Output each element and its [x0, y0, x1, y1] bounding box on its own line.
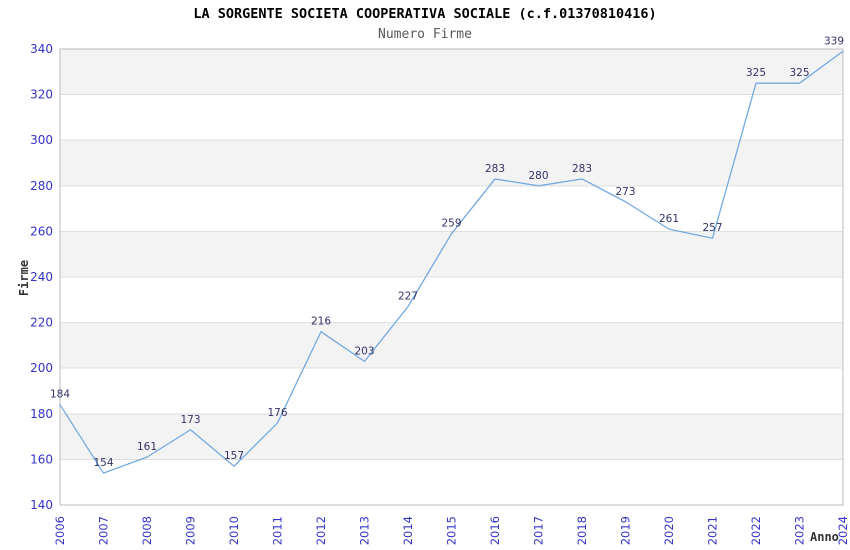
y-tick-label: 260 — [30, 224, 53, 238]
y-tick-label: 240 — [30, 270, 53, 284]
data-label: 280 — [528, 170, 548, 182]
background-band — [60, 322, 843, 369]
data-label: 216 — [311, 316, 331, 328]
data-label: 283 — [572, 163, 592, 175]
data-label: 227 — [398, 291, 418, 303]
x-tick-label: 2010 — [227, 516, 241, 545]
chart-title: LA SORGENTE SOCIETA COOPERATIVA SOCIALE … — [193, 6, 657, 22]
x-tick-label: 2017 — [532, 516, 546, 545]
data-label: 203 — [354, 345, 374, 357]
data-label: 259 — [441, 218, 461, 230]
y-tick-label: 140 — [30, 498, 53, 512]
data-label: 257 — [702, 222, 722, 234]
x-tick-label: 2016 — [488, 516, 502, 545]
background-band — [60, 413, 843, 460]
x-tick-label: 2011 — [271, 516, 285, 545]
y-tick-label: 300 — [30, 133, 53, 147]
y-tick-label: 220 — [30, 316, 53, 330]
x-tick-label: 2012 — [314, 516, 328, 545]
x-tick-label: 2007 — [97, 516, 111, 545]
background-band — [60, 140, 843, 186]
data-label: 176 — [267, 407, 287, 419]
data-label: 157 — [224, 450, 244, 462]
series-line — [59, 50, 844, 474]
x-tick-label: 2023 — [793, 516, 807, 545]
data-label: 184 — [50, 389, 70, 401]
plot-border — [59, 48, 844, 506]
x-tick-label: 2014 — [401, 516, 415, 545]
data-label: 325 — [789, 67, 809, 79]
x-tick-label: 2008 — [140, 516, 154, 545]
data-label: 325 — [746, 67, 766, 79]
x-tick-label: 2013 — [358, 516, 372, 545]
background-band — [60, 49, 843, 95]
data-label: 173 — [180, 414, 200, 426]
x-tick-label: 2019 — [619, 516, 633, 545]
y-tick-label: 320 — [30, 88, 53, 102]
data-label: 273 — [615, 186, 635, 198]
y-tick-label: 280 — [30, 179, 53, 193]
data-label: 161 — [137, 441, 157, 453]
x-tick-label: 2021 — [706, 516, 720, 545]
x-tick-label: 2006 — [53, 516, 67, 545]
y-tick-label: 340 — [30, 42, 53, 56]
y-tick-label: 160 — [30, 452, 53, 466]
y-tick-label: 180 — [30, 407, 53, 421]
background-band — [60, 231, 843, 277]
x-tick-label: 2022 — [749, 516, 763, 545]
data-label: 283 — [485, 163, 505, 175]
x-tick-label: 2015 — [445, 516, 459, 545]
x-tick-label: 2020 — [662, 516, 676, 545]
y-tick-label: 200 — [30, 361, 53, 375]
chart-subtitle: Numero Firme — [378, 27, 472, 42]
data-label: 339 — [824, 35, 844, 47]
data-label: 261 — [659, 213, 679, 225]
x-tick-label: 2024 — [836, 516, 850, 545]
y-axis-title: Firme — [17, 260, 31, 296]
x-tick-label: 2009 — [184, 516, 198, 545]
x-axis-title: Anno — [810, 530, 839, 544]
x-tick-label: 2018 — [575, 516, 589, 545]
data-label: 154 — [93, 457, 113, 469]
